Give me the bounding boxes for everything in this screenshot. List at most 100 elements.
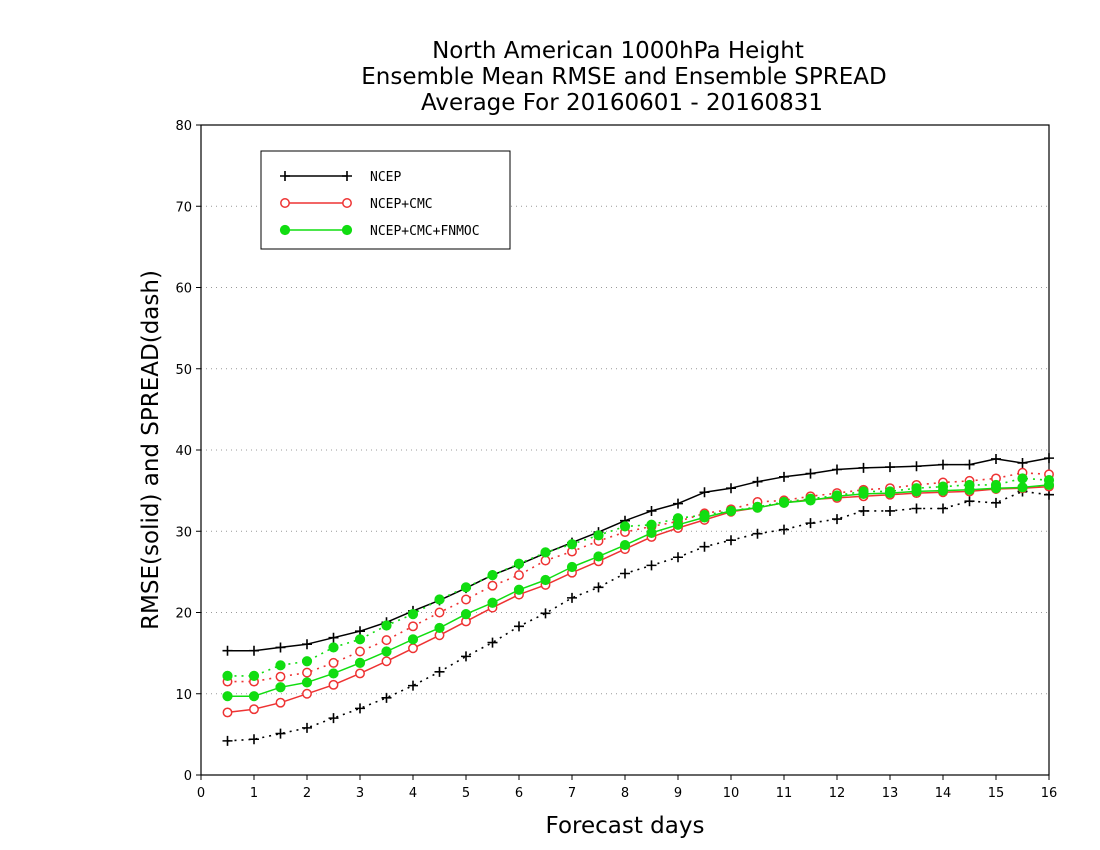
y-axis: 0 10 20 30 40 50 60 70 80 [175, 119, 201, 784]
data-point [1017, 458, 1028, 468]
data-point [408, 643, 418, 654]
data-point [354, 657, 366, 668]
series-rmse-ncep-cmc [222, 481, 1054, 718]
data-point [381, 656, 392, 667]
data-point [328, 632, 339, 643]
y-tick-label: 70 [175, 200, 192, 215]
data-point [1043, 479, 1055, 491]
data-point [990, 483, 1002, 494]
data-point [434, 607, 445, 618]
data-point [275, 671, 286, 682]
data-point [778, 497, 790, 508]
x-tick-label: 1 [250, 786, 258, 801]
data-point [858, 488, 869, 499]
data-point [222, 691, 233, 702]
x-tick-label: 6 [515, 786, 523, 801]
x-axis: 0 1 2 3 4 5 6 7 8 9 10 11 12 13 14 15 16 [197, 775, 1057, 801]
data-point [832, 464, 842, 475]
data-point [354, 634, 366, 645]
data-point [832, 514, 842, 525]
x-tick-label: 7 [568, 786, 576, 801]
series-spread-ncep-cmc-fnmoc [222, 473, 1055, 681]
data-point [619, 539, 631, 551]
y-tick-label: 60 [175, 282, 192, 297]
legend-label: NCEP [370, 170, 401, 185]
data-point [699, 487, 710, 498]
grid-lines [201, 205, 1049, 695]
legend: NCEP NCEP+CMC NCEP+CMC+FNMOC [260, 150, 511, 250]
legend-entry: NCEP+CMC [280, 197, 433, 212]
data-point [831, 491, 843, 502]
data-point [885, 505, 895, 516]
x-tick-label: 10 [723, 786, 740, 801]
data-point [407, 634, 419, 645]
data-point [1044, 453, 1054, 464]
x-tick-label: 14 [935, 786, 952, 801]
data-point [487, 580, 498, 591]
data-point [726, 483, 736, 494]
data-point [434, 622, 445, 634]
data-point [513, 584, 525, 595]
data-point [302, 667, 312, 678]
data-point [805, 518, 816, 529]
data-point [381, 635, 392, 646]
data-point [301, 677, 313, 688]
data-point [342, 171, 352, 181]
data-point [328, 679, 339, 690]
data-point [699, 512, 710, 523]
data-point [355, 668, 365, 679]
data-point [805, 468, 816, 479]
data-point [381, 692, 392, 703]
data-point [328, 713, 339, 724]
x-tick-label: 0 [197, 786, 205, 801]
data-point [593, 530, 604, 541]
data-point [407, 609, 419, 620]
data-point [487, 570, 498, 581]
data-point [328, 657, 339, 668]
y-tick-label: 0 [184, 769, 192, 784]
data-point [752, 476, 763, 487]
data-point [328, 642, 339, 653]
data-point [302, 688, 312, 699]
data-point [911, 461, 922, 472]
data-point [514, 621, 524, 632]
data-point [911, 486, 922, 497]
data-point [381, 620, 392, 631]
x-tick-label: 5 [462, 786, 470, 801]
data-point [885, 462, 895, 473]
data-point [275, 660, 286, 671]
data-point [408, 680, 418, 691]
data-point [355, 703, 365, 714]
data-point [222, 707, 233, 718]
data-point [540, 574, 551, 586]
data-point [884, 487, 896, 499]
data-point [487, 597, 498, 608]
x-tick-label: 2 [303, 786, 311, 801]
data-point [540, 555, 551, 566]
data-point [991, 453, 1001, 464]
data-point [355, 646, 365, 657]
data-point [805, 495, 816, 506]
data-point [275, 682, 286, 693]
x-tick-label: 8 [621, 786, 629, 801]
series-spread-ncep [222, 486, 1054, 746]
data-point [673, 498, 683, 509]
series-line [227, 471, 1050, 683]
series-line [227, 477, 1050, 677]
data-point [540, 608, 551, 619]
data-point [593, 582, 604, 593]
data-point [460, 582, 472, 593]
data-point [858, 505, 869, 516]
data-point [646, 560, 657, 571]
data-point [434, 666, 445, 677]
legend-entry: NCEP+CMC+FNMOC [279, 224, 480, 239]
data-point [408, 621, 418, 632]
x-tick-label: 16 [1041, 786, 1058, 801]
data-point [222, 670, 233, 681]
data-point [858, 462, 869, 473]
legend-box [260, 150, 511, 250]
data-point [513, 558, 525, 569]
data-point [964, 496, 975, 507]
data-point [460, 609, 472, 620]
